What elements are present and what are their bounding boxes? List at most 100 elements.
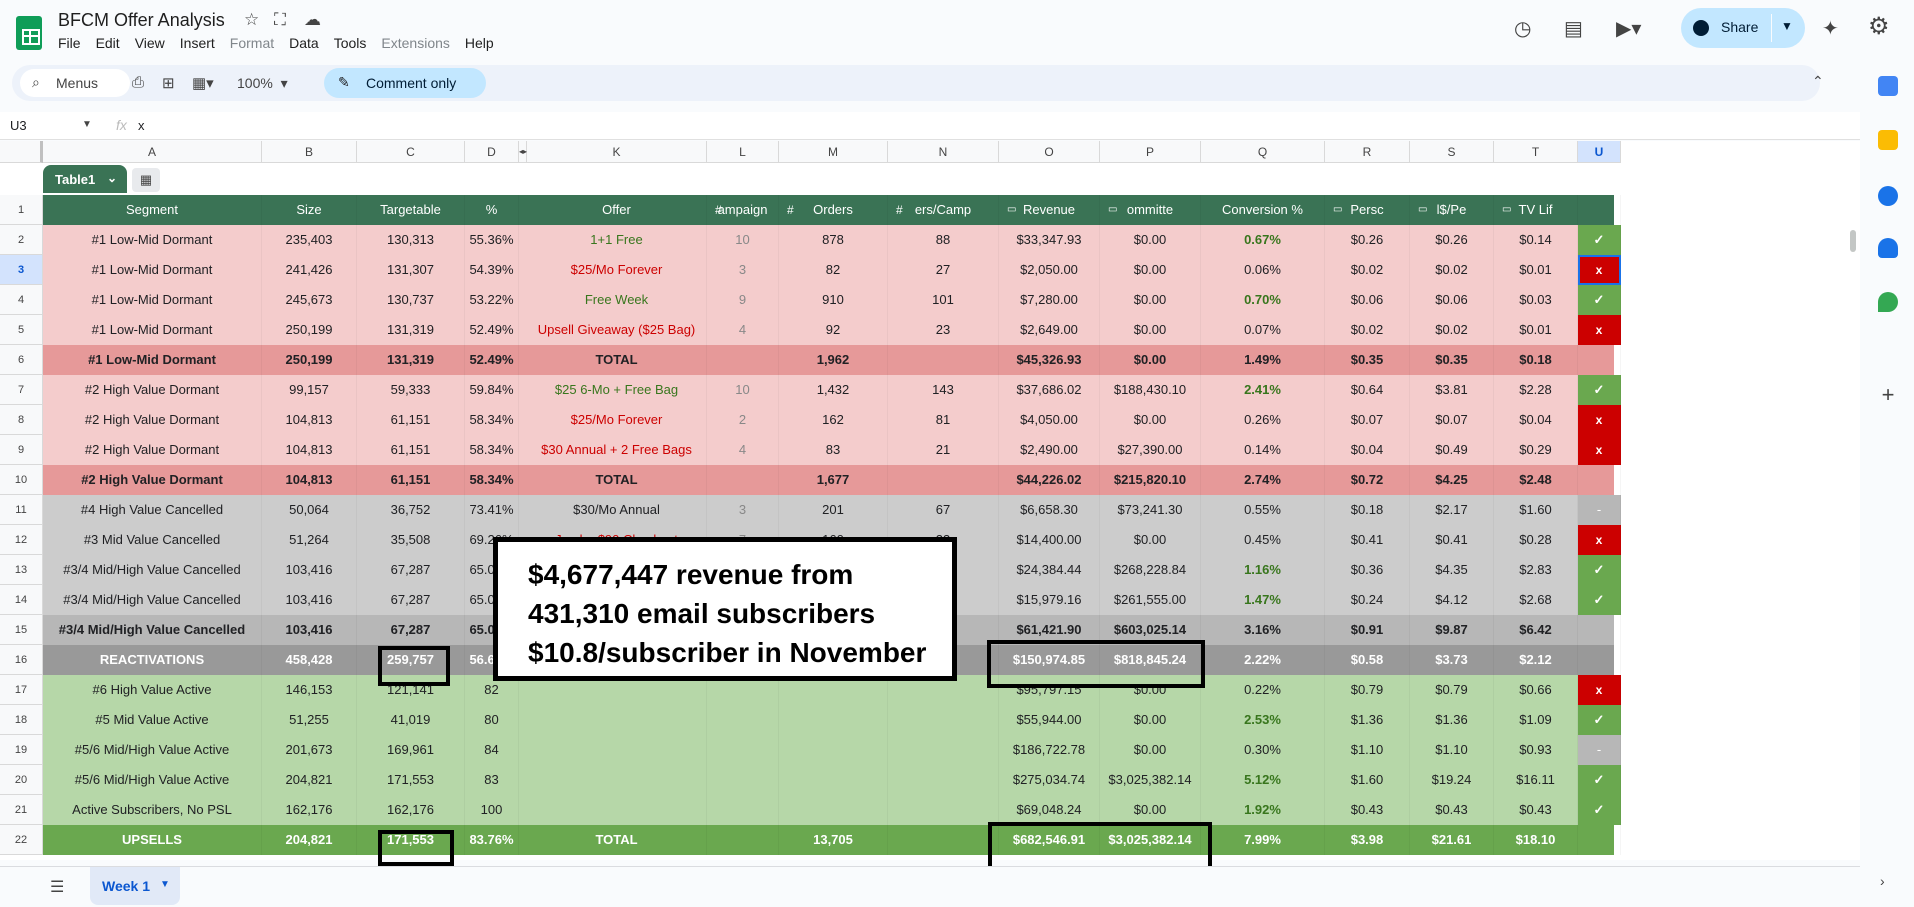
- table-cell[interactable]: $25/Mo Forever: [527, 405, 707, 435]
- table-cell[interactable]: 130,313: [357, 225, 465, 255]
- table-cell[interactable]: $24,384.44: [999, 555, 1100, 585]
- table-cell[interactable]: $1.10: [1325, 735, 1410, 765]
- table-cell[interactable]: $0.07: [1325, 405, 1410, 435]
- all-sheets-menu-icon[interactable]: ☰: [50, 879, 65, 896]
- column-header[interactable]: B: [262, 141, 357, 163]
- table-cell[interactable]: [779, 795, 888, 825]
- table-cell[interactable]: 0.07%: [1201, 315, 1325, 345]
- table-cell[interactable]: 130,737: [357, 285, 465, 315]
- table-cell[interactable]: [707, 825, 779, 855]
- table-cell[interactable]: $603,025.14: [1100, 615, 1201, 645]
- check-icon[interactable]: ✓: [1578, 705, 1621, 735]
- table-cell[interactable]: #3/4 Mid/High Value Cancelled: [43, 615, 262, 645]
- table-cell[interactable]: 245,673: [262, 285, 357, 315]
- table-cell[interactable]: $0.41: [1410, 525, 1494, 555]
- check-icon[interactable]: ✓: [1578, 285, 1621, 315]
- row-header[interactable]: 12: [0, 525, 43, 555]
- table-cell[interactable]: [779, 705, 888, 735]
- table-cell[interactable]: $25/Mo Forever: [527, 255, 707, 285]
- x-mark-icon[interactable]: x: [1578, 405, 1621, 435]
- table-cell[interactable]: $0.02: [1325, 255, 1410, 285]
- row-header[interactable]: 16: [0, 645, 43, 675]
- table-cell[interactable]: [707, 765, 779, 795]
- table-cell[interactable]: $0.26: [1325, 225, 1410, 255]
- star-icon[interactable]: ☆: [244, 10, 260, 29]
- table-cell[interactable]: $27,390.00: [1100, 435, 1201, 465]
- table-cell[interactable]: $818,845.24: [1100, 645, 1201, 675]
- column-title[interactable]: ▭ Persc: [1325, 195, 1410, 225]
- table-cell[interactable]: 67,287: [357, 585, 465, 615]
- menu-tools[interactable]: Tools: [333, 35, 367, 51]
- table-cell[interactable]: $0.18: [1494, 345, 1578, 375]
- table-cell[interactable]: 162,176: [357, 795, 465, 825]
- column-title[interactable]: [1578, 195, 1621, 225]
- table-cell[interactable]: $150,974.85: [999, 645, 1100, 675]
- table-cell[interactable]: 58.34%: [465, 465, 519, 495]
- table-cell[interactable]: 0.26%: [1201, 405, 1325, 435]
- table-cell[interactable]: [779, 765, 888, 795]
- table-cell[interactable]: 36,752: [357, 495, 465, 525]
- table-cell[interactable]: 0.70%: [1201, 285, 1325, 315]
- table-cell[interactable]: #1 Low-Mid Dormant: [43, 255, 262, 285]
- table-cell[interactable]: [888, 615, 999, 645]
- row-header[interactable]: 1: [0, 195, 43, 225]
- table-cell[interactable]: 51,255: [262, 705, 357, 735]
- menu-help[interactable]: Help: [464, 35, 494, 51]
- table-cell[interactable]: $45,326.93: [999, 345, 1100, 375]
- table-cell[interactable]: 1.92%: [1201, 795, 1325, 825]
- table-cell[interactable]: $0.00: [1100, 795, 1201, 825]
- table-cell[interactable]: TOTAL: [527, 825, 707, 855]
- table-cell[interactable]: 241,426: [262, 255, 357, 285]
- table-cell[interactable]: 27: [888, 255, 999, 285]
- table-cell[interactable]: $0.64: [1325, 375, 1410, 405]
- table-cell[interactable]: $30/Mo Annual: [527, 495, 707, 525]
- column-title[interactable]: ▭ ommitte: [1100, 195, 1201, 225]
- column-header[interactable]: A: [43, 141, 262, 163]
- table-cell[interactable]: 259,757: [357, 645, 465, 675]
- table-cell[interactable]: [779, 675, 888, 705]
- table-cell[interactable]: $0.04: [1494, 405, 1578, 435]
- table-cell[interactable]: [888, 795, 999, 825]
- menu-format[interactable]: Format: [229, 35, 275, 51]
- row-header[interactable]: 18: [0, 705, 43, 735]
- table-cell[interactable]: $1.36: [1410, 705, 1494, 735]
- table-cell[interactable]: 0.45%: [1201, 525, 1325, 555]
- table-cell[interactable]: $4,050.00: [999, 405, 1100, 435]
- status-cell[interactable]: [1578, 615, 1621, 645]
- table-cell[interactable]: $3,025,382.14: [1100, 765, 1201, 795]
- table-cell[interactable]: #2 High Value Dormant: [43, 465, 262, 495]
- table-cell[interactable]: [527, 765, 707, 795]
- table-cell[interactable]: Upsell Giveaway ($25 Bag): [527, 315, 707, 345]
- table-cell[interactable]: 100: [465, 795, 519, 825]
- table-cell[interactable]: 0.14%: [1201, 435, 1325, 465]
- table-cell[interactable]: 82: [779, 255, 888, 285]
- table-cell[interactable]: 0.67%: [1201, 225, 1325, 255]
- x-mark-icon[interactable]: x: [1578, 525, 1621, 555]
- table-cell[interactable]: 61,151: [357, 405, 465, 435]
- row-header[interactable]: 10: [0, 465, 43, 495]
- table-cell[interactable]: $4.35: [1410, 555, 1494, 585]
- table-cell[interactable]: 84: [465, 735, 519, 765]
- sheet-tab-dropdown-icon[interactable]: ▼: [160, 879, 170, 890]
- table-cell[interactable]: $682,546.91: [999, 825, 1100, 855]
- table-cell[interactable]: $21.61: [1410, 825, 1494, 855]
- table-cell[interactable]: 83: [465, 765, 519, 795]
- table-cell[interactable]: 2.53%: [1201, 705, 1325, 735]
- status-cell[interactable]: [1578, 645, 1621, 675]
- table-cell[interactable]: 104,813: [262, 405, 357, 435]
- table-cell[interactable]: $18.10: [1494, 825, 1578, 855]
- table-cell[interactable]: $2.83: [1494, 555, 1578, 585]
- table-cell[interactable]: 23: [888, 315, 999, 345]
- table-cell[interactable]: 61,151: [357, 435, 465, 465]
- table-cell[interactable]: $7,280.00: [999, 285, 1100, 315]
- table-name-tab[interactable]: Table1 ⌄: [43, 165, 127, 193]
- name-box[interactable]: U3: [10, 118, 27, 133]
- table-cell[interactable]: #5 Mid Value Active: [43, 705, 262, 735]
- table-cell[interactable]: 250,199: [262, 345, 357, 375]
- table-cell[interactable]: 82: [465, 675, 519, 705]
- table-cell[interactable]: [707, 465, 779, 495]
- x-mark-icon[interactable]: x: [1578, 675, 1621, 705]
- table-cell[interactable]: 143: [888, 375, 999, 405]
- table-cell[interactable]: $0.00: [1100, 315, 1201, 345]
- vertical-scrollbar-thumb[interactable]: [1850, 230, 1856, 252]
